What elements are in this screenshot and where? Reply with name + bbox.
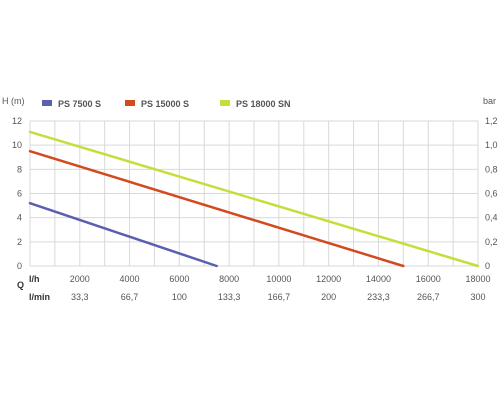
x-lmin-tick-label: 33,3	[71, 292, 89, 302]
series-line	[28, 201, 218, 268]
y-left-tick-label: 2	[17, 237, 22, 247]
y-left-tick-label: 0	[17, 261, 22, 271]
legend-swatch	[42, 100, 52, 106]
series-line	[28, 149, 405, 268]
legend-swatch	[220, 100, 230, 106]
x-lmin-tick-label: 233,3	[367, 292, 390, 302]
legend-label: PS 18000 SN	[236, 99, 291, 109]
q-label: Q	[17, 280, 24, 290]
y-right-tick-label: 0,2	[485, 237, 498, 247]
y-right-tick-label: 0	[485, 261, 490, 271]
y-left-tick-label: 6	[17, 189, 22, 199]
legend-label: PS 15000 S	[141, 99, 189, 109]
lmin-axis-ticks: 33,3 66,7 100 133,3 166,7 200 233,3 266,7 300	[71, 292, 486, 302]
x-lh-tick-label: 14000	[366, 274, 391, 284]
grid	[29, 120, 479, 267]
lmin-axis-label: l/min	[29, 292, 50, 302]
x-lmin-tick-label: 266,7	[417, 292, 440, 302]
y-right-tick-label: 1,0	[485, 140, 498, 150]
left-axis-title: H (m)	[2, 96, 25, 106]
legend-swatch	[125, 100, 135, 106]
y-left-tick-label: 4	[17, 213, 22, 223]
x-lh-tick-label: 18000	[465, 274, 490, 284]
series-lines	[28, 130, 480, 268]
y-right-tick-label: 0,6	[485, 189, 498, 199]
y-right-tick-label: 0,8	[485, 164, 498, 174]
right-axis-title: bar	[483, 96, 496, 106]
series-line	[28, 130, 480, 268]
y-left-tick-label: 12	[12, 116, 22, 126]
y-right-tick-label: 0,4	[485, 213, 498, 223]
legend-label: PS 7500 S	[58, 99, 101, 109]
x-lh-tick-label: 4000	[120, 274, 140, 284]
x-lh-tick-label: 12000	[316, 274, 341, 284]
legend: PS 7500 S PS 15000 S PS 18000 SN	[42, 99, 291, 109]
lh-axis-label: l/h	[29, 274, 40, 284]
x-lmin-tick-label: 100	[172, 292, 187, 302]
x-lmin-tick-label: 133,3	[218, 292, 241, 302]
x-lmin-tick-label: 66,7	[121, 292, 139, 302]
x-lh-tick-label: 2000	[70, 274, 90, 284]
x-lmin-tick-label: 200	[321, 292, 336, 302]
lh-axis-ticks: 2000 4000 6000 8000 10000 12000 14000 16000 1800…	[70, 274, 491, 284]
y-right-tick-label: 1,2	[485, 116, 498, 126]
left-axis-ticks: 0 2 4 6 8 10 12	[12, 116, 22, 271]
x-lh-tick-label: 8000	[219, 274, 239, 284]
x-lmin-tick-label: 300	[470, 292, 485, 302]
y-left-tick-label: 10	[12, 140, 22, 150]
x-lh-tick-label: 16000	[416, 274, 441, 284]
y-left-tick-label: 8	[17, 164, 22, 174]
right-axis-ticks: 0 0,2 0,4 0,6 0,8 1,0 1,2	[485, 116, 498, 271]
x-lmin-tick-label: 166,7	[268, 292, 291, 302]
x-lh-tick-label: 6000	[169, 274, 189, 284]
x-lh-tick-label: 10000	[266, 274, 291, 284]
